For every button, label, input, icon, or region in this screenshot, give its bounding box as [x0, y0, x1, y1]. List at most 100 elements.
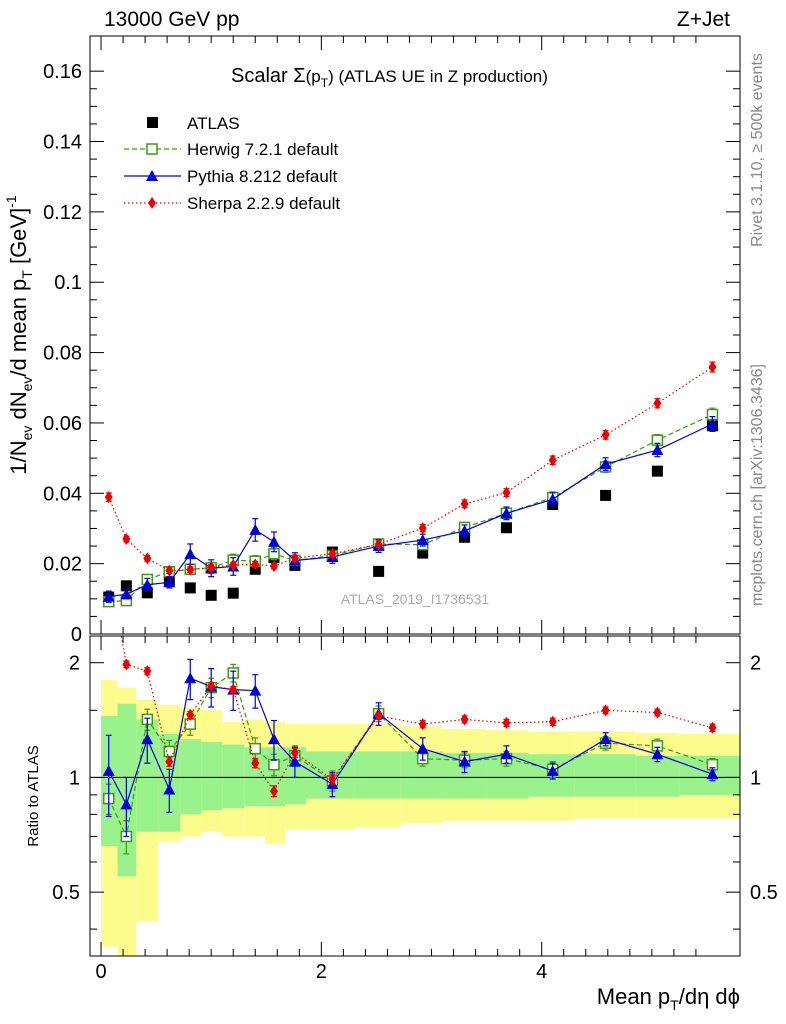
ratio-sherpa-point: [122, 658, 131, 671]
pythia-point: [458, 524, 471, 536]
ratio-sherpa-point: [229, 683, 238, 696]
plot-title: Scalar Σ(pT) (ATLAS UE in Z production): [231, 65, 548, 90]
ratio-plot-area: [90, 636, 740, 956]
uncertainty-band-inner: [201, 741, 223, 811]
atlas-point: [651, 465, 663, 477]
ratio-pythia-point: [163, 783, 176, 795]
ratio-series-sherpa: [120, 636, 717, 798]
ratio-sherpa-point: [708, 721, 717, 734]
ratio-pythia-point: [102, 764, 115, 776]
main-series-group: [102, 361, 719, 608]
legend-atlas-marker: [147, 117, 158, 128]
ratio-pythia-point: [141, 733, 154, 745]
atlas-point: [417, 547, 429, 559]
legend-atlas-label: ATLAS: [187, 114, 240, 133]
main-y-tick-label: 0.14: [43, 132, 82, 154]
x-tick-label: 4: [536, 961, 547, 983]
atlas-point: [205, 589, 217, 601]
uncertainty-band-inner: [635, 755, 680, 797]
uncertainty-band-inner: [354, 751, 401, 799]
sherpa-line: [108, 366, 713, 572]
sherpa-point: [104, 491, 113, 504]
ratio-herwig-point: [268, 758, 280, 771]
herwig-line: [108, 413, 713, 603]
ratio-y-tick-label: 0.5: [52, 882, 80, 904]
atlas-point: [227, 587, 239, 599]
pythia-point: [500, 507, 513, 519]
main-plot-panel: 0 0.02 0.04 0.06 0.08 0.1 0.12 0.14 0.16 Scalar …: [3, 35, 741, 646]
ratio-y-axis-label: Ratio to ATLAS: [25, 745, 42, 846]
ratio-y-tick-label-right: 2: [750, 653, 761, 675]
sherpa-point: [374, 538, 383, 551]
sherpa-point: [229, 559, 238, 572]
sherpa-point: [251, 558, 260, 571]
legend-entry-atlas: ATLAS: [147, 114, 240, 133]
ratio-pythia-point: [249, 684, 262, 696]
legend-sherpa-label: Sherpa 2.2.9 default: [187, 194, 340, 213]
sherpa-point: [548, 454, 557, 467]
ratio-pythia-point: [458, 755, 471, 767]
energy-label: 13000 GeV pp: [104, 8, 239, 31]
legend-sherpa-marker: [148, 197, 156, 209]
main-plot-area: [102, 361, 719, 608]
sherpa-point: [418, 522, 427, 535]
main-y-tick-label: 0.04: [43, 483, 82, 505]
ratio-plot-panel: 0.5 0.5 1 1 2 2 0 2 4 Ratio to ATLAS: [25, 635, 778, 983]
sherpa-point: [290, 552, 299, 565]
main-y-axis: 0 0.02 0.04 0.06 0.08 0.1 0.12 0.14 0.16: [43, 36, 740, 646]
atlas-point: [373, 565, 385, 577]
sherpa-point: [328, 547, 337, 560]
x-tick-label: 0: [95, 961, 106, 983]
ratio-pythia-point: [546, 764, 559, 776]
sherpa-point: [653, 397, 662, 410]
rivet-label: Rivet 3.1.10, ≥ 500k events: [749, 53, 766, 247]
sherpa-point: [143, 552, 152, 565]
ratio-sherpa-point: [548, 715, 557, 728]
analysis-watermark: ATLAS_2019_I1736531: [341, 591, 490, 607]
pythia-point: [599, 458, 612, 470]
legend-herwig-label: Herwig 7.2.1 default: [187, 140, 338, 159]
x-axis-label: Mean pT/dη dϕ: [597, 984, 740, 1013]
series-sherpa: [104, 361, 717, 577]
ratio-sherpa-point: [328, 773, 337, 786]
pythia-point: [267, 535, 280, 547]
ratio-sherpa-point: [143, 665, 152, 678]
main-y-tick-label: 0.08: [43, 343, 82, 365]
legend: ATLAS Herwig 7.2.1 default Pythia 8.212 …: [124, 114, 340, 213]
pythia-point: [651, 444, 664, 456]
atlas-point: [141, 587, 153, 599]
uncertainty-band-inner: [574, 754, 636, 797]
pythia-point: [163, 576, 176, 588]
ratio-sherpa-point: [418, 718, 427, 731]
pythia-point: [249, 523, 262, 535]
main-y-tick-label: 0.02: [43, 554, 82, 576]
pythia-point: [120, 588, 133, 600]
x-tick-label: 2: [316, 961, 327, 983]
sherpa-point: [269, 560, 278, 573]
sherpa-point: [186, 563, 195, 576]
ratio-plot-frame: [89, 635, 741, 957]
main-y-axis-label: 1/Nev dNev/d mean pT [GeV]-1: [3, 195, 35, 475]
legend-entry-herwig: Herwig 7.2.1 default: [124, 140, 338, 159]
ratio-pythia-point: [120, 798, 133, 810]
pythia-point: [102, 590, 115, 602]
ratio-pythia-point: [706, 768, 719, 780]
ratio-sherpa-point: [502, 716, 511, 729]
legend-pythia-marker: [146, 170, 158, 181]
ratio-sherpa-point: [251, 757, 260, 770]
series-atlas: [103, 420, 718, 603]
atlas-point: [600, 489, 612, 501]
ratio-pythia-point: [651, 748, 664, 760]
ratio-herwig-point: [249, 742, 262, 755]
ratio-y-tick-label-right: 0.5: [750, 882, 778, 904]
pythia-point: [184, 548, 197, 560]
legend-entry-pythia: Pythia 8.212 default: [124, 167, 338, 186]
legend-pythia-label: Pythia 8.212 default: [187, 167, 338, 186]
sherpa-point: [460, 497, 469, 510]
main-y-tick-label: 0.16: [43, 61, 82, 83]
main-y-tick-label: 0: [71, 624, 82, 646]
ratio-series-group: [90, 636, 740, 956]
ratio-sherpa-point: [460, 713, 469, 726]
sherpa-point: [708, 361, 717, 374]
